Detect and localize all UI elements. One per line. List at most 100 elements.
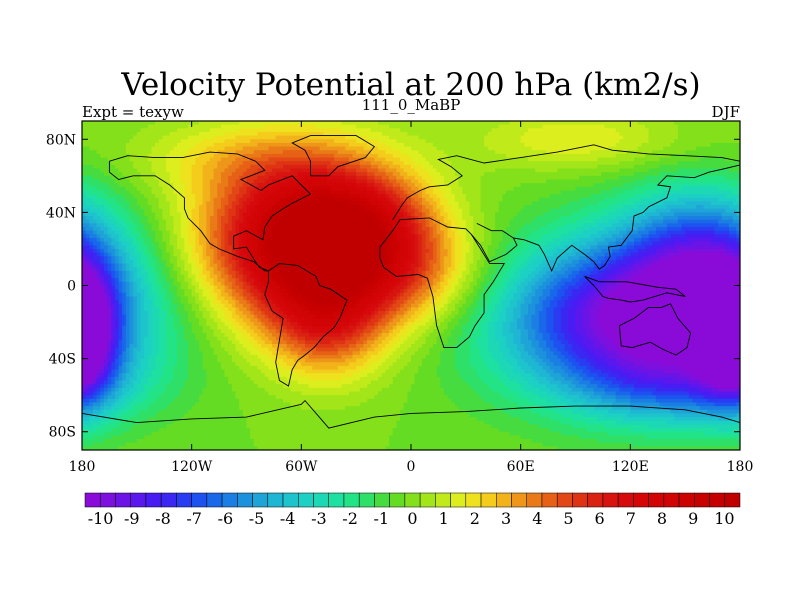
field-cell — [674, 131, 679, 137]
field-cell — [418, 161, 423, 166]
field-cell — [294, 172, 299, 177]
field-cell — [209, 172, 215, 177]
field-cell — [571, 164, 577, 170]
field-cell — [696, 190, 701, 195]
field-cell — [392, 128, 397, 133]
field-cell — [491, 201, 496, 206]
field-cell — [535, 208, 540, 213]
field-cell — [414, 150, 419, 155]
field-cell — [341, 161, 346, 166]
field-cell — [272, 201, 277, 206]
field-cell — [96, 205, 101, 210]
field-cell — [359, 161, 365, 166]
field-cell — [122, 172, 127, 177]
field-cell — [180, 135, 185, 140]
field-cell — [173, 164, 178, 170]
field-cell — [392, 168, 397, 173]
field-cell — [279, 124, 284, 129]
field-cell — [542, 168, 547, 173]
field-cell — [714, 175, 719, 181]
field-cell — [308, 212, 313, 217]
field-cell — [261, 201, 266, 206]
field-cell — [476, 128, 482, 133]
field-cell — [374, 172, 379, 177]
field-cell — [356, 135, 361, 140]
field-cell — [246, 219, 251, 224]
field-cell — [414, 186, 419, 192]
field-cell — [367, 179, 372, 184]
field-cell — [381, 208, 387, 213]
field-cell — [506, 131, 511, 137]
field-cell — [246, 121, 251, 126]
field-cell — [703, 128, 708, 133]
field-cell — [454, 139, 460, 144]
field-cell — [626, 216, 631, 221]
field-cell — [147, 175, 153, 181]
field-cell — [440, 194, 445, 199]
field-cell — [538, 131, 544, 137]
field-cell — [414, 219, 419, 224]
field-cell — [345, 172, 350, 177]
field-cell — [125, 219, 131, 224]
field-cell — [283, 172, 288, 177]
field-cell — [82, 190, 87, 195]
field-cell — [129, 161, 134, 166]
field-cell — [381, 197, 387, 203]
field-cell — [637, 186, 642, 192]
field-cell — [235, 150, 240, 155]
field-cell — [253, 146, 259, 151]
field-cell — [155, 216, 160, 221]
field-cell — [663, 142, 668, 148]
field-cell — [103, 168, 109, 173]
field-cell — [213, 216, 218, 221]
field-cell — [579, 197, 584, 203]
field-cell — [425, 121, 430, 126]
field-cell — [118, 205, 123, 210]
field-cell — [557, 168, 562, 173]
field-cell — [495, 139, 500, 144]
field-cell — [590, 216, 595, 221]
field-cell — [224, 208, 229, 213]
field-cell — [345, 135, 350, 140]
field-cell — [122, 216, 127, 221]
field-cell — [677, 212, 683, 217]
field-cell — [213, 197, 218, 203]
field-cell — [242, 212, 248, 217]
field-cell — [407, 201, 412, 206]
field-cell — [608, 168, 613, 173]
field-cell — [315, 194, 321, 199]
field-cell — [703, 208, 708, 213]
field-cell — [542, 186, 547, 192]
field-cell — [725, 131, 730, 137]
field-cell — [268, 205, 273, 210]
field-cell — [560, 219, 566, 224]
field-cell — [699, 179, 705, 184]
field-cell — [151, 175, 156, 181]
field-cell — [688, 183, 694, 188]
field-cell — [151, 216, 156, 221]
field-cell — [681, 128, 686, 133]
field-cell — [367, 161, 372, 166]
field-cell — [374, 208, 379, 213]
field-cell — [418, 142, 423, 148]
field-cell — [725, 175, 730, 181]
field-cell — [348, 121, 354, 126]
field-cell — [681, 216, 686, 221]
field-cell — [381, 194, 387, 199]
field-cell — [180, 186, 185, 192]
field-cell — [641, 194, 646, 199]
field-cell — [272, 219, 277, 224]
field-cell — [520, 157, 525, 162]
field-cell — [590, 164, 595, 170]
field-cell — [524, 219, 529, 224]
field-cell — [696, 205, 701, 210]
field-cell — [487, 190, 493, 195]
field-cell — [542, 216, 547, 221]
field-cell — [147, 121, 153, 126]
field-cell — [487, 150, 493, 155]
field-cell — [560, 212, 566, 217]
field-cell — [257, 172, 262, 177]
field-cell — [337, 121, 343, 126]
field-cell — [729, 186, 734, 192]
field-cell — [129, 124, 134, 129]
